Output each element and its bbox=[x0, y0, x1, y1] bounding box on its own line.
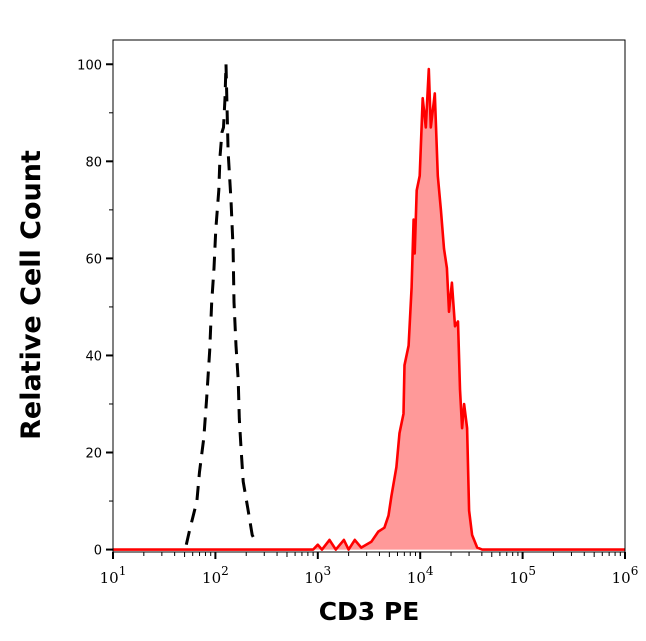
y-tick-label: 60 bbox=[85, 252, 102, 267]
axes-layer: 0 20 40 60 80 100 101 102 103 104 105 106 bbox=[77, 58, 638, 587]
x-tick-label: 101 bbox=[100, 564, 127, 587]
y-axis-title: Relative Cell Count bbox=[16, 150, 47, 440]
x-tick-label: 102 bbox=[202, 564, 229, 587]
series-0-line bbox=[184, 62, 259, 546]
y-tick-label: 80 bbox=[85, 155, 102, 170]
plot-frame bbox=[112, 39, 626, 553]
y-tick-label: 100 bbox=[77, 58, 102, 73]
x-tick-label: 105 bbox=[509, 564, 536, 587]
y-tick-label: 20 bbox=[85, 447, 102, 462]
series-1-line bbox=[113, 67, 625, 551]
series-layer bbox=[113, 62, 625, 551]
series-1-fill bbox=[113, 69, 625, 550]
x-tick-label: 104 bbox=[407, 564, 434, 587]
x-axis-title: CD3 PE bbox=[319, 597, 420, 626]
y-tick-label: 40 bbox=[85, 349, 102, 364]
x-tick-label: 103 bbox=[304, 564, 331, 587]
x-tick-label: 106 bbox=[612, 564, 639, 587]
y-tick-label: 0 bbox=[94, 544, 102, 559]
